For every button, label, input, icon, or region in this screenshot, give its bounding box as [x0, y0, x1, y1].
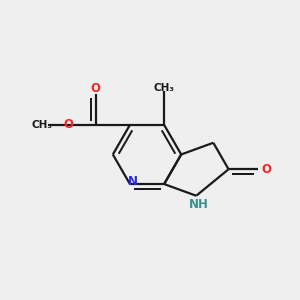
Text: O: O — [262, 163, 272, 176]
Text: O: O — [91, 82, 101, 95]
Text: N: N — [128, 175, 138, 188]
Text: CH₃: CH₃ — [154, 83, 175, 93]
Text: CH₃: CH₃ — [32, 120, 52, 130]
Text: NH: NH — [189, 198, 209, 211]
Text: O: O — [64, 118, 74, 131]
